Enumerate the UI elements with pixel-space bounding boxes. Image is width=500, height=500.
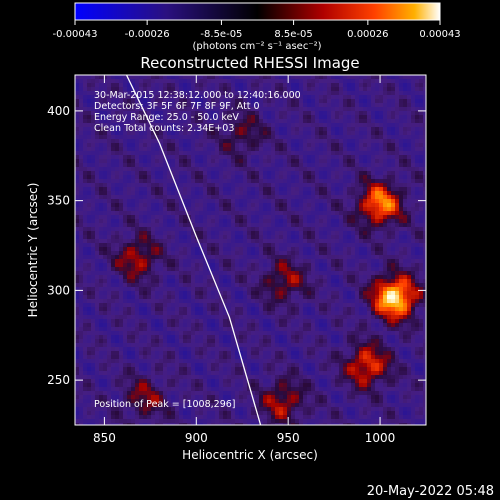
x-tick-label: 900 [185, 431, 208, 445]
y-axis-label: Heliocentric Y (arcsec) [26, 183, 40, 318]
colorbar-tick-label: 0.00026 [347, 29, 388, 40]
footer-timestamp: 20-May-2022 05:48 [367, 484, 494, 499]
colorbar-tick-label: -0.00026 [125, 29, 170, 40]
x-tick-label: 1000 [365, 431, 396, 445]
heatmap [75, 75, 426, 425]
y-tick-label: 300 [47, 283, 70, 297]
annotation-detectors: Detectors: 3F 5F 6F 7F 8F 9F, Att 0 [94, 101, 260, 112]
annotation-energy: Energy Range: 25.0 - 50.0 keV [94, 112, 239, 123]
x-tick-label: 850 [93, 431, 116, 445]
solar-limb-curve [125, 75, 262, 425]
colorbar-tick-label: -0.00043 [53, 29, 98, 40]
colorbar-ticks: -0.00043 -0.00026 -8.5e-05 8.5e-05 0.00026 0.… [53, 20, 461, 40]
colorbar-tick-label: -8.5e-05 [200, 29, 242, 40]
plot-frame [74, 74, 427, 426]
y-tick-label: 350 [47, 194, 70, 208]
x-tick-label: 950 [277, 431, 300, 445]
annotation-clean: Clean Total counts: 2.34E+03 [94, 123, 234, 134]
colorbar-tick-label: 8.5e-05 [274, 29, 312, 40]
chart-title: Reconstructed RHESSI Image [140, 54, 359, 72]
y-tick-label: 400 [47, 104, 70, 118]
colorbar [74, 2, 441, 21]
x-axis-label: Heliocentric X (arcsec) [182, 448, 318, 462]
annotation-peak-position: Position of Peak = [1008,296] [94, 399, 235, 410]
y-tick-label: 250 [47, 373, 70, 387]
annotation-time-range: 30-Mar-2015 12:38:12.000 to 12:40:16.000 [94, 90, 301, 101]
colorbar-tick-label: 0.00043 [419, 29, 460, 40]
axis-ticks: 850 900 950 1000 250 300 350 400 [47, 75, 426, 445]
colorbar-unit-label: (photons cm⁻² s⁻¹ asec⁻²) [192, 41, 321, 52]
